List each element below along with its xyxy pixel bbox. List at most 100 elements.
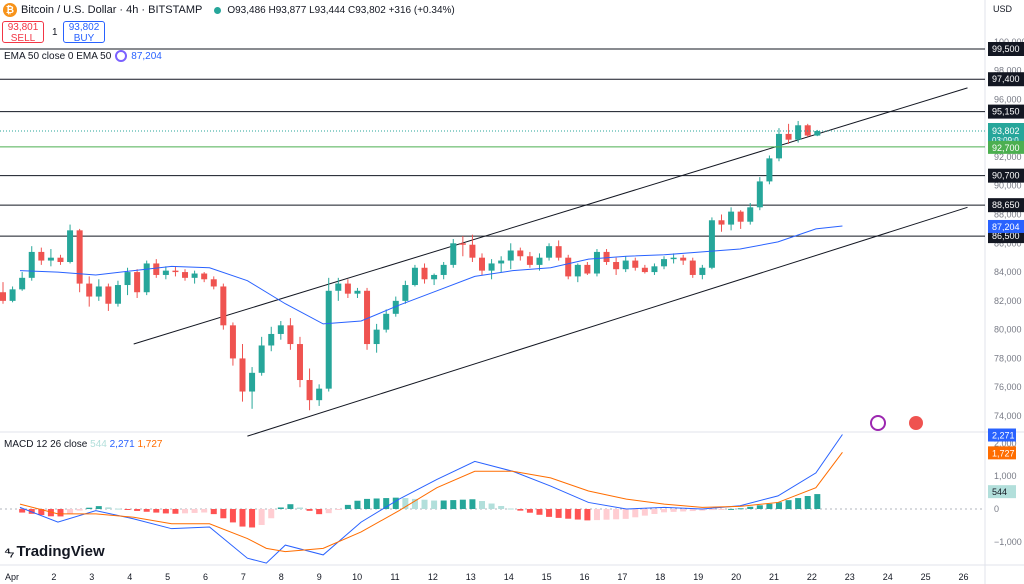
candle-body[interactable] [47, 257, 54, 261]
macd-line[interactable] [19, 434, 843, 564]
buy-button[interactable]: 93,802 BUY [63, 21, 105, 44]
candle-body[interactable] [383, 313, 390, 330]
candle-body[interactable] [728, 211, 735, 225]
candle-body[interactable] [699, 267, 706, 275]
candle-body[interactable] [517, 250, 524, 257]
candle-body[interactable] [766, 158, 773, 182]
candle-body[interactable] [239, 358, 246, 392]
candle-body[interactable] [306, 380, 313, 401]
candle-body[interactable] [364, 290, 371, 345]
sell-button[interactable]: 93,801 SELL [2, 21, 44, 44]
candle-body[interactable] [335, 283, 342, 291]
candle-body[interactable] [277, 325, 284, 334]
candle-body[interactable] [737, 211, 744, 222]
candle-body[interactable] [632, 260, 639, 268]
candle-body[interactable] [344, 283, 351, 294]
candle-body[interactable] [526, 256, 533, 265]
candle-body[interactable] [661, 259, 668, 267]
candle-body[interactable] [19, 277, 26, 290]
candle-body[interactable] [756, 181, 763, 208]
candle-body[interactable] [670, 257, 677, 260]
candle-body[interactable] [651, 266, 658, 273]
candle-body[interactable] [0, 292, 6, 301]
candle-body[interactable] [546, 246, 553, 258]
candle-body[interactable] [354, 290, 361, 294]
candle-body[interactable] [402, 285, 409, 301]
economic-event-icon[interactable] [909, 416, 923, 430]
candle-body[interactable] [555, 246, 562, 258]
candle-body[interactable] [498, 260, 505, 264]
candle-body[interactable] [488, 263, 495, 271]
candle-body[interactable] [124, 272, 131, 286]
candle-body[interactable] [804, 125, 811, 136]
candle-body[interactable] [392, 300, 399, 314]
candle-body[interactable] [411, 267, 418, 286]
candle-body[interactable] [162, 270, 169, 275]
candle-body[interactable] [172, 270, 179, 273]
candle-body[interactable] [814, 131, 821, 136]
candle-body[interactable] [95, 286, 102, 297]
candle-body[interactable] [114, 285, 121, 304]
candle-body[interactable] [249, 372, 256, 392]
candle-body[interactable] [603, 251, 610, 263]
candle-body[interactable] [296, 344, 303, 381]
macd-legend[interactable]: MACD 12 26 close 544 2,271 1,727 [4, 439, 162, 450]
candle-body[interactable] [450, 243, 457, 265]
channel-upper-line[interactable] [133, 87, 968, 345]
candle-body[interactable] [287, 325, 294, 345]
candle-body[interactable] [469, 244, 476, 258]
candle-body[interactable] [536, 257, 543, 265]
candle-body[interactable] [182, 272, 189, 278]
candle-body[interactable] [565, 257, 572, 277]
candle-body[interactable] [210, 279, 217, 287]
candle-body[interactable] [105, 286, 112, 304]
ema-legend[interactable]: EMA 50 close 0 EMA 50 87,204 [4, 50, 162, 62]
candle-body[interactable] [268, 333, 275, 346]
candle-body[interactable] [641, 267, 648, 273]
macd-signal-line[interactable] [19, 452, 843, 553]
candle-body[interactable] [325, 290, 332, 389]
candle-body[interactable] [785, 133, 792, 140]
candle-body[interactable] [747, 207, 754, 222]
candle-body[interactable] [680, 257, 687, 261]
candle-body[interactable] [86, 283, 93, 297]
candle-body[interactable] [9, 289, 16, 301]
candle-body[interactable] [584, 264, 591, 274]
candle-body[interactable] [316, 388, 323, 401]
candle-body[interactable] [593, 251, 600, 274]
candle-body[interactable] [507, 250, 514, 261]
candle-body[interactable] [57, 257, 64, 263]
candle-body[interactable] [708, 220, 715, 268]
candle-body[interactable] [613, 262, 620, 270]
candle-body[interactable] [479, 257, 485, 271]
candle-body[interactable] [153, 263, 160, 275]
candle-body[interactable] [229, 325, 236, 359]
candle-body[interactable] [76, 230, 83, 284]
candle-body[interactable] [258, 345, 265, 373]
candle-body[interactable] [143, 263, 150, 293]
candle-body[interactable] [38, 251, 45, 261]
candle-body[interactable] [431, 274, 438, 280]
candle-body[interactable] [440, 264, 447, 275]
candle-body[interactable] [220, 286, 227, 326]
candle-body[interactable] [421, 267, 428, 280]
news-event-icon[interactable] [870, 415, 886, 431]
symbol-title[interactable]: Bitcoin / U.S. Dollar · 4h · BITSTAMP [21, 4, 203, 16]
candle-body[interactable] [622, 260, 629, 270]
candle-body[interactable] [459, 243, 466, 245]
channel-lower-line[interactable] [247, 206, 968, 437]
candle-body[interactable] [574, 264, 581, 277]
candle-body[interactable] [134, 272, 141, 293]
candle-body[interactable] [28, 251, 35, 278]
candle-body[interactable] [373, 329, 380, 345]
candle-body[interactable] [67, 230, 74, 263]
candle-body[interactable] [795, 125, 802, 140]
candle-body[interactable] [191, 273, 198, 278]
currency-label[interactable]: USD [993, 4, 1013, 14]
candle-body[interactable] [689, 260, 696, 275]
candle-body[interactable] [775, 133, 782, 159]
candle-body[interactable] [718, 220, 725, 225]
ema-50-line[interactable] [19, 225, 843, 325]
candle-body[interactable] [201, 273, 208, 280]
